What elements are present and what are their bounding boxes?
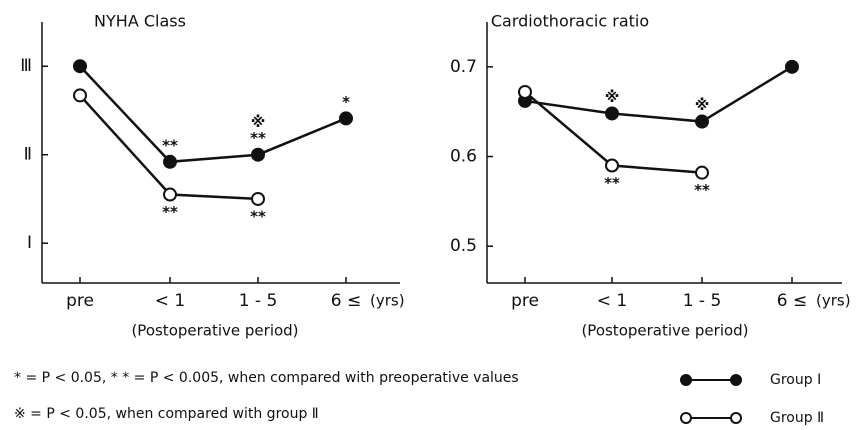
point <box>163 187 177 202</box>
legend-label: Group Ⅰ <box>770 372 821 388</box>
x-axis-label: (Postoperative period) <box>581 322 748 340</box>
point <box>785 59 799 74</box>
point <box>518 84 532 99</box>
x-unit: (yrs) <box>370 292 405 310</box>
point <box>251 191 265 206</box>
point <box>339 111 353 126</box>
x-unit: (yrs) <box>816 292 851 310</box>
significance-mark: ** <box>694 181 710 199</box>
point <box>605 106 619 121</box>
significance-mark: ※ <box>251 113 266 131</box>
significance-mark: * <box>342 93 350 111</box>
significance-mark: ** <box>162 203 178 221</box>
y-tick-label: 0.6 <box>450 147 477 167</box>
point <box>251 147 265 162</box>
chart-title: Cardiothoracic ratio <box>491 12 649 31</box>
point <box>163 154 177 169</box>
point <box>695 165 709 180</box>
legend-marker <box>730 374 742 386</box>
x-tick-label: < 1 <box>155 291 185 311</box>
x-axis-label: (Postoperative period) <box>131 322 298 340</box>
significance-mark: ** <box>250 207 266 225</box>
y-tick-label: 0.5 <box>450 236 477 256</box>
y-tick-label: Ⅲ <box>20 56 32 76</box>
footnote: ※ = P < 0.05, when compared with group Ⅱ <box>14 406 319 422</box>
series-line <box>524 65 793 123</box>
point <box>73 59 87 74</box>
x-tick-label: pre <box>511 291 539 311</box>
x-tick-label: < 1 <box>597 291 627 311</box>
series-line <box>79 65 347 164</box>
chart-title: NYHA Class <box>94 12 186 31</box>
x-tick-label: 1 - 5 <box>239 291 278 311</box>
x-tick-label: 1 - 5 <box>683 291 722 311</box>
legend-marker <box>730 412 742 424</box>
y-tick-label: 0.7 <box>450 57 477 77</box>
significance-mark: ** <box>250 129 266 147</box>
x-tick-label: pre <box>66 291 94 311</box>
legend-label: Group Ⅱ <box>770 410 824 426</box>
significance-mark: ** <box>162 136 178 154</box>
x-tick-label: 6 ≤ <box>331 291 361 311</box>
significance-mark: ※ <box>695 96 710 114</box>
point <box>605 158 619 173</box>
significance-mark: ※ <box>605 88 620 106</box>
point <box>73 88 87 103</box>
legend-marker <box>680 412 692 424</box>
significance-mark: ** <box>604 174 620 192</box>
y-tick-label: Ⅱ <box>24 145 32 165</box>
x-tick-label: 6 ≤ <box>777 291 807 311</box>
legend-marker <box>680 374 692 386</box>
footnote: * = P < 0.05, * * = P < 0.005, when comp… <box>14 370 519 386</box>
y-tick-label: Ⅰ <box>27 233 32 253</box>
point <box>695 114 709 129</box>
